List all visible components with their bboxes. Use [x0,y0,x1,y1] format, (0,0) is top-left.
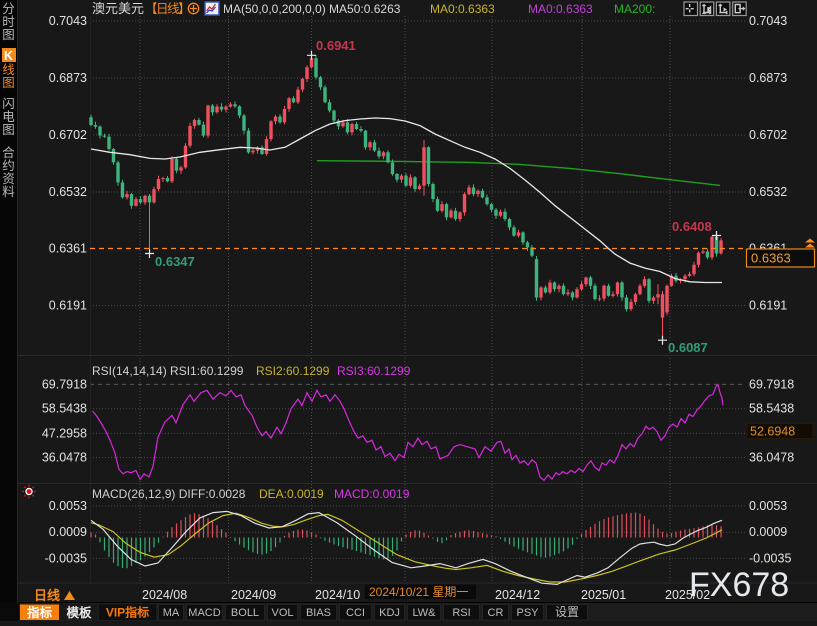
svg-text:图: 图 [2,123,15,137]
svg-text:0.6363: 0.6363 [751,251,791,266]
svg-text:-0.0035: -0.0035 [749,551,791,565]
svg-text:PSY: PSY [516,607,539,619]
svg-text:日线: 日线 [34,588,60,603]
svg-text:CCI: CCI [346,607,365,619]
svg-text:料: 料 [2,185,15,199]
svg-text:2024/08: 2024/08 [142,588,187,602]
svg-text:【日线】: 【日线】 [145,2,189,16]
svg-text:0.6361: 0.6361 [49,242,87,256]
svg-text:69.7918: 69.7918 [749,377,794,391]
svg-text:36.0478: 36.0478 [749,451,794,465]
svg-text:图: 图 [2,76,15,90]
svg-text:0.0053: 0.0053 [749,499,787,513]
svg-text:K: K [4,49,13,63]
svg-text:RSI2:60.1299: RSI2:60.1299 [256,364,330,378]
svg-text:合: 合 [2,145,15,160]
svg-text:指标: 指标 [27,605,53,620]
svg-text:0.0009: 0.0009 [749,525,787,539]
svg-text:电: 电 [2,110,15,124]
svg-text:VOL: VOL [271,607,293,619]
svg-text:MA: MA [163,607,180,619]
svg-text:RSI: RSI [452,607,470,619]
svg-text:0.6873: 0.6873 [749,71,787,85]
svg-text:KDJ: KDJ [379,607,400,619]
svg-text:52.6948: 52.6948 [750,425,795,439]
svg-text:闪: 闪 [2,97,15,111]
svg-text:RSI(14,14,14) RSI1:60.1299: RSI(14,14,14) RSI1:60.1299 [92,364,244,378]
svg-text:58.5438: 58.5438 [42,402,87,416]
svg-text:MA0:0.6363: MA0:0.6363 [528,2,593,16]
svg-text:0.0053: 0.0053 [49,499,87,513]
svg-text:36.0478: 36.0478 [42,451,87,465]
svg-text:0.6702: 0.6702 [49,128,87,142]
svg-text:DEA:0.0019: DEA:0.0019 [259,487,324,501]
svg-text:设置: 设置 [555,605,579,619]
svg-text:0.6191: 0.6191 [49,299,87,313]
svg-text:0.6347: 0.6347 [155,254,195,269]
svg-text:MA0:0.6363: MA0:0.6363 [430,2,495,16]
svg-text:图: 图 [2,28,15,42]
svg-text:时: 时 [2,15,15,29]
svg-text:0.6087: 0.6087 [668,340,708,355]
svg-text:约: 约 [2,158,15,173]
svg-text:澳元美元: 澳元美元 [92,1,144,16]
svg-text:MA(50,0,0,200,0,0) MA50:0.6263: MA(50,0,0,200,0,0) MA50:0.6263 [223,2,401,16]
svg-text:58.5438: 58.5438 [749,402,794,416]
svg-text:VIP指标: VIP指标 [106,605,149,620]
svg-text:2024/10/21 星期一: 2024/10/21 星期一 [369,585,468,599]
svg-text:BOLL: BOLL [231,607,259,619]
svg-text:2024/10: 2024/10 [315,588,360,602]
svg-text:2024/12: 2024/12 [495,588,540,602]
svg-text:69.7918: 69.7918 [42,377,87,391]
svg-text:0.0009: 0.0009 [49,525,87,539]
svg-text:2024/09: 2024/09 [231,588,276,602]
svg-text:2025/02: 2025/02 [665,588,710,602]
svg-text:0.6702: 0.6702 [749,128,787,142]
svg-text:0.6408: 0.6408 [672,219,712,234]
svg-text:CR: CR [488,607,504,619]
svg-text:LW&: LW& [412,607,436,619]
svg-text:MACD(26,12,9) DIFF:0.0028: MACD(26,12,9) DIFF:0.0028 [92,487,246,501]
svg-text:模板: 模板 [66,605,92,620]
svg-text:FX678: FX678 [689,566,789,604]
svg-text:0.6532: 0.6532 [749,185,787,199]
svg-text:MACD: MACD [188,607,220,619]
svg-text:0.6941: 0.6941 [316,38,356,53]
svg-text:47.2958: 47.2958 [42,426,87,440]
svg-text:0.6191: 0.6191 [749,299,787,313]
svg-text:MA200:: MA200: [614,2,655,16]
svg-text:MACD:0.0019: MACD:0.0019 [334,487,410,501]
svg-text:-0.0035: -0.0035 [45,551,87,565]
svg-text:2025/01: 2025/01 [581,588,626,602]
svg-text:资: 资 [2,172,15,186]
svg-text:0.7043: 0.7043 [49,14,87,28]
svg-text:0.7043: 0.7043 [749,14,787,28]
svg-text:BIAS: BIAS [306,607,331,619]
svg-text:RSI3:60.1299: RSI3:60.1299 [337,364,411,378]
svg-text:分: 分 [2,2,15,16]
svg-text:0.6532: 0.6532 [49,185,87,199]
svg-text:线: 线 [2,63,15,77]
svg-text:0.6873: 0.6873 [49,71,87,85]
